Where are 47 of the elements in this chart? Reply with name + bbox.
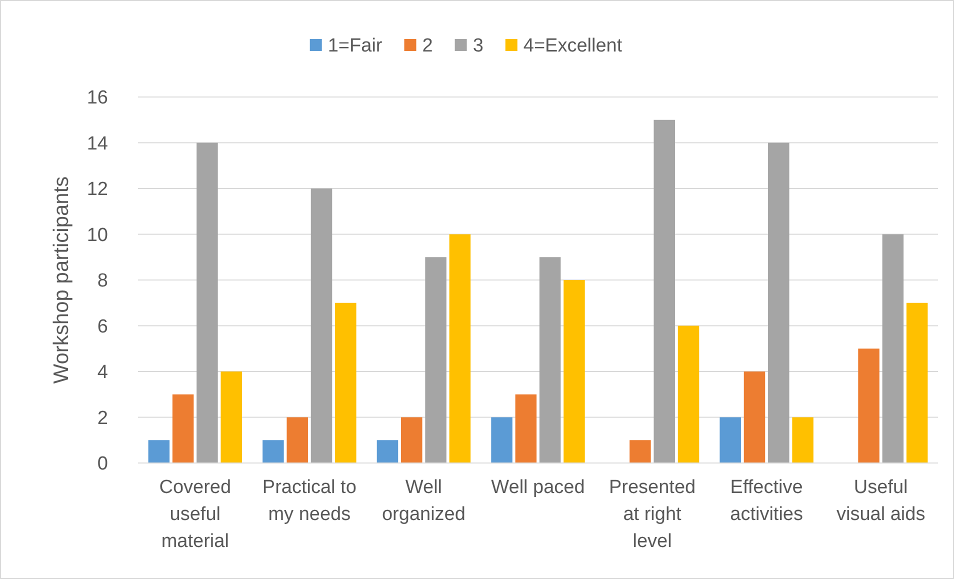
bar xyxy=(792,417,814,463)
bar xyxy=(262,440,284,463)
bar xyxy=(720,417,741,463)
y-tick-label: 4 xyxy=(97,362,108,384)
bar xyxy=(858,348,880,463)
bar xyxy=(196,142,218,463)
x-tick-label: Practical to my needs xyxy=(262,477,356,525)
bar xyxy=(335,302,356,463)
y-axis-title: Workshop participants xyxy=(50,176,73,384)
bar xyxy=(449,234,471,463)
x-tick-label: Well organized xyxy=(382,477,466,525)
bar xyxy=(678,326,700,463)
legend-label: 1=Fair xyxy=(328,36,383,57)
x-tick-label: Well paced xyxy=(491,477,585,498)
bar xyxy=(491,417,512,463)
x-tick-label: Covered useful material xyxy=(159,477,232,552)
y-tick-label: 16 xyxy=(86,88,108,109)
bar xyxy=(425,257,446,463)
bar xyxy=(515,394,537,463)
bar xyxy=(539,257,561,463)
y-tick-label: 6 xyxy=(97,316,108,338)
bar xyxy=(172,394,194,463)
legend-label: 4=Excellent xyxy=(523,36,623,57)
y-tick-label: 0 xyxy=(97,454,108,475)
bar xyxy=(376,440,398,463)
bar xyxy=(148,440,170,463)
x-tick-label: Effective activities xyxy=(730,477,803,525)
bar xyxy=(744,372,766,463)
y-tick-label: 12 xyxy=(86,179,108,200)
x-tick-label: Useful visual aids xyxy=(836,477,926,525)
y-tick-label: 10 xyxy=(86,224,108,246)
legend-label: 3 xyxy=(472,36,484,57)
bar xyxy=(906,302,928,463)
bar xyxy=(401,417,422,463)
bar xyxy=(768,142,790,463)
bar xyxy=(882,234,904,463)
y-tick-label: 8 xyxy=(97,270,108,292)
bar xyxy=(564,280,585,463)
legend-label: 2 xyxy=(422,36,433,57)
bar xyxy=(654,120,675,463)
bar xyxy=(630,440,651,463)
y-tick-label: 14 xyxy=(86,133,108,154)
x-tick-label: Presented at right level xyxy=(608,477,696,552)
bar xyxy=(220,372,242,463)
bar xyxy=(286,417,308,463)
bar xyxy=(310,188,332,463)
y-tick-label: 2 xyxy=(97,408,108,429)
